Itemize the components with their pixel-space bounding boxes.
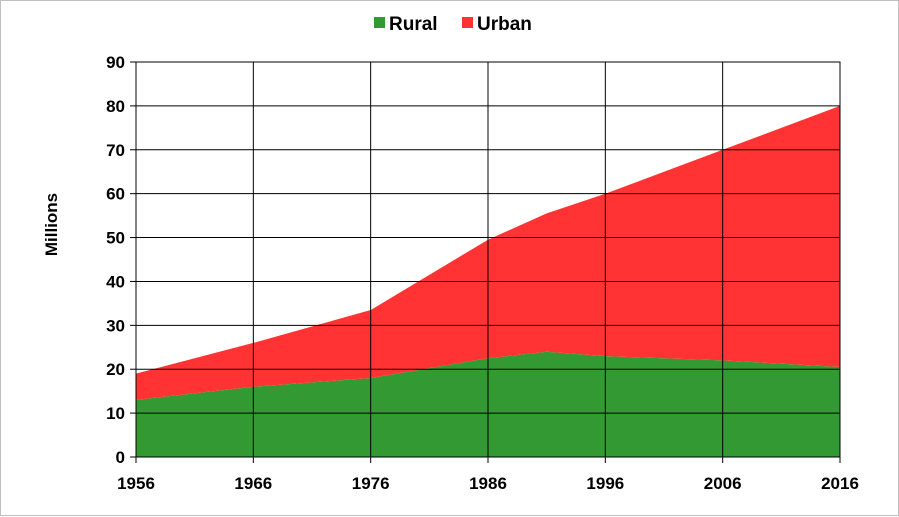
y-tick-label-70: 70 (106, 141, 125, 160)
y-tick-label-30: 30 (106, 316, 125, 335)
x-tick-label-2006: 2006 (704, 474, 742, 493)
y-tick-label-90: 90 (106, 53, 125, 72)
y-axis-title: Millions (42, 193, 61, 256)
y-tick-label-80: 80 (106, 97, 125, 116)
y-tick-label-60: 60 (106, 185, 125, 204)
x-tick-label-1956: 1956 (117, 474, 155, 493)
x-tick-label-2016: 2016 (821, 474, 859, 493)
x-tick-label-1986: 1986 (469, 474, 507, 493)
legend-label-urban: Urban (477, 14, 532, 35)
y-tick-label-0: 0 (116, 448, 125, 467)
legend-label-rural: Rural (389, 14, 438, 35)
legend-swatch-rural (374, 17, 385, 28)
x-tick-label-1976: 1976 (352, 474, 390, 493)
y-tick-label-50: 50 (106, 229, 125, 248)
x-tick-label-1966: 1966 (234, 474, 272, 493)
y-tick-label-40: 40 (106, 272, 125, 291)
y-tick-label-20: 20 (106, 360, 125, 379)
x-tick-label-1996: 1996 (586, 474, 624, 493)
legend-swatch-urban (462, 17, 473, 28)
y-tick-label-10: 10 (106, 404, 125, 423)
